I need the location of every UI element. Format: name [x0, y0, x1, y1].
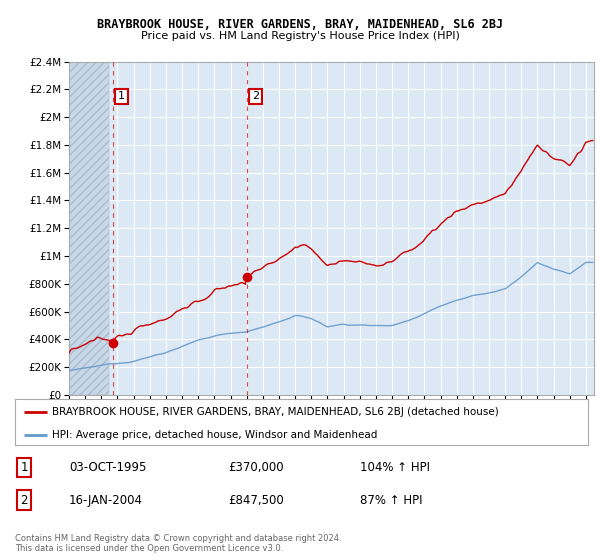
- Text: BRAYBROOK HOUSE, RIVER GARDENS, BRAY, MAIDENHEAD, SL6 2BJ: BRAYBROOK HOUSE, RIVER GARDENS, BRAY, MA…: [97, 18, 503, 31]
- Text: Contains HM Land Registry data © Crown copyright and database right 2024.
This d: Contains HM Land Registry data © Crown c…: [15, 534, 341, 553]
- Bar: [69, 62, 109, 395]
- Text: £370,000: £370,000: [228, 461, 284, 474]
- Text: 104% ↑ HPI: 104% ↑ HPI: [360, 461, 430, 474]
- Text: 1: 1: [20, 461, 28, 474]
- Text: 2: 2: [252, 91, 259, 101]
- Text: 2: 2: [20, 493, 28, 507]
- Text: £847,500: £847,500: [228, 493, 284, 507]
- Text: 1: 1: [118, 91, 125, 101]
- Text: HPI: Average price, detached house, Windsor and Maidenhead: HPI: Average price, detached house, Wind…: [52, 430, 377, 440]
- Text: BRAYBROOK HOUSE, RIVER GARDENS, BRAY, MAIDENHEAD, SL6 2BJ (detached house): BRAYBROOK HOUSE, RIVER GARDENS, BRAY, MA…: [52, 407, 499, 417]
- Text: 03-OCT-1995: 03-OCT-1995: [69, 461, 146, 474]
- Text: 16-JAN-2004: 16-JAN-2004: [69, 493, 143, 507]
- Text: Price paid vs. HM Land Registry's House Price Index (HPI): Price paid vs. HM Land Registry's House …: [140, 31, 460, 41]
- Text: 87% ↑ HPI: 87% ↑ HPI: [360, 493, 422, 507]
